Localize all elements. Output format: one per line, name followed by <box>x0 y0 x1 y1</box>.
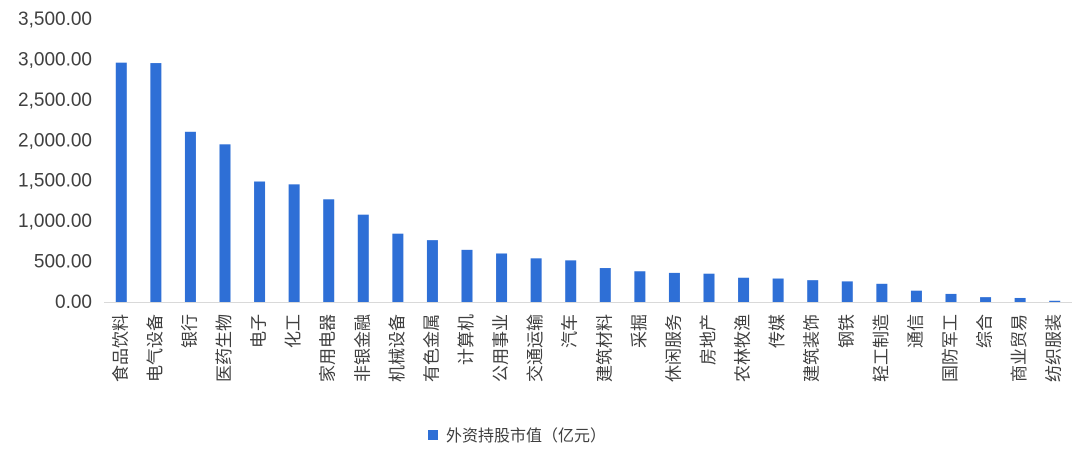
y-tick-label: 0.00 <box>55 292 92 313</box>
bar <box>357 214 369 302</box>
bar <box>1014 297 1026 302</box>
bar <box>461 249 473 302</box>
bar <box>772 278 784 302</box>
x-tick-label: 家用电器 <box>319 314 339 382</box>
bar <box>150 63 162 302</box>
x-tick-label: 化工 <box>284 314 304 348</box>
x-tick-label: 计算机 <box>457 314 477 365</box>
x-tick-label: 纺织服装 <box>1045 314 1065 382</box>
bar <box>634 271 646 302</box>
x-tick-label: 银行 <box>180 314 200 348</box>
x-tick-label: 轻工制造 <box>872 314 892 382</box>
bar <box>841 281 853 302</box>
x-tick-label: 公用事业 <box>492 314 512 382</box>
bar <box>703 273 715 302</box>
bar <box>254 181 266 302</box>
bar <box>219 144 231 302</box>
bar <box>876 283 888 302</box>
x-tick-label: 食品饮料 <box>111 314 131 382</box>
y-tick-label: 1,500.00 <box>18 171 92 192</box>
bars-group <box>115 62 1061 302</box>
x-tick-label: 通信 <box>906 314 926 348</box>
bar <box>565 260 577 302</box>
bar <box>738 277 750 302</box>
x-tick-label: 房地产 <box>699 314 719 365</box>
x-tick-label: 有色金属 <box>422 314 442 382</box>
x-tick-label: 传媒 <box>768 314 788 348</box>
x-tick-label: 农林牧渔 <box>734 314 754 382</box>
x-axis-labels: 食品饮料 电气设备 银行 医药生物 电子 化工 家用电器 非银金融 机械设备 有色金属 计算机 公用事… <box>111 314 1064 382</box>
x-tick-label: 钢铁 <box>837 314 857 348</box>
x-tick-label: 采掘 <box>630 314 650 348</box>
legend-label: 外资持股市值（亿元） <box>446 426 606 445</box>
x-tick-label: 商业贸易 <box>1010 314 1030 382</box>
x-tick-label: 建筑材料 <box>595 314 615 382</box>
y-tick-label: 2,000.00 <box>18 130 92 151</box>
y-axis-ticks: 0.00 500.00 1,000.00 1,500.00 2,000.00 2,500.… <box>18 9 92 313</box>
bar <box>668 272 680 302</box>
x-tick-label: 汽车 <box>561 314 581 348</box>
x-tick-label: 机械设备 <box>388 314 408 382</box>
y-tick-label: 1,000.00 <box>18 211 92 232</box>
x-tick-label: 电子 <box>250 314 270 348</box>
x-tick-label: 建筑装饰 <box>803 314 823 382</box>
bar <box>1049 300 1061 302</box>
bar <box>980 297 992 302</box>
bar <box>599 268 611 302</box>
x-tick-label: 非银金融 <box>353 314 373 382</box>
x-tick-label: 电气设备 <box>146 314 166 382</box>
bar <box>323 199 335 302</box>
bar <box>426 240 438 302</box>
bar <box>288 184 300 302</box>
bar <box>184 131 196 302</box>
legend-swatch <box>428 430 438 440</box>
x-tick-label: 国防军工 <box>941 314 961 382</box>
bar <box>392 233 404 302</box>
bar <box>496 253 508 302</box>
x-tick-label: 医药生物 <box>215 314 235 382</box>
y-tick-label: 2,500.00 <box>18 90 92 111</box>
y-tick-label: 3,500.00 <box>18 9 92 30</box>
bar <box>945 293 957 302</box>
x-tick-label: 休闲服务 <box>664 314 684 382</box>
x-tick-label: 交通运输 <box>526 314 546 382</box>
y-tick-label: 500.00 <box>34 252 92 273</box>
bar <box>807 280 819 302</box>
bar <box>530 258 542 302</box>
bar <box>910 290 922 302</box>
legend: 外资持股市值（亿元） <box>428 426 606 445</box>
y-tick-label: 3,000.00 <box>18 49 92 70</box>
bar <box>115 62 127 302</box>
x-tick-label: 综合 <box>976 314 996 348</box>
